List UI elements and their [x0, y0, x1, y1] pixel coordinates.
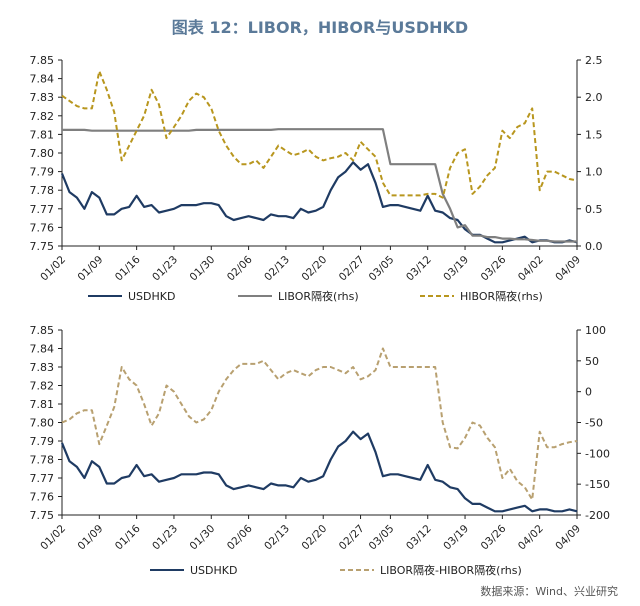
- right-y-tick-label: 0: [585, 386, 592, 399]
- left-y-tick-label: 7.79: [30, 435, 55, 448]
- left-y-tick-label: 7.79: [30, 166, 55, 179]
- left-y-tick-label: 7.81: [30, 398, 55, 411]
- x-tick-label: 03/12: [404, 523, 434, 553]
- left-y-tick-label: 7.80: [30, 147, 55, 160]
- left-y-tick-label: 7.85: [30, 324, 55, 337]
- left-y-tick-label: 7.76: [30, 491, 55, 504]
- legend-label: USDHKD: [128, 290, 175, 303]
- x-tick-label: 03/26: [479, 522, 509, 552]
- series-line-usdhkd: [60, 161, 578, 244]
- x-tick-label: 03/26: [479, 253, 509, 283]
- x-tick-label: 02/06: [225, 253, 255, 283]
- left-y-tick-label: 7.83: [30, 361, 55, 374]
- right-y-tick-label: 100: [585, 324, 606, 337]
- x-tick-label: 03/05: [367, 523, 397, 553]
- x-tick-label: 04/09: [553, 523, 583, 553]
- left-y-tick-label: 7.81: [30, 128, 55, 141]
- right-y-tick-label: 0.0: [585, 240, 603, 253]
- right-y-tick-label: 50: [585, 355, 599, 368]
- series-line-libor-rhs: [62, 128, 577, 243]
- chart-panel-1: 7.75 7.76 7.77 7.78 7.79 7.80 7.81 7.82 7.83 7.84…: [30, 54, 603, 303]
- left-y-tick-label: 7.84: [30, 73, 55, 86]
- legend-label: LIBOR隔夜(rhs): [278, 289, 359, 303]
- right-y-tick-label: 1.5: [585, 128, 603, 141]
- x-tick-label: 02/13: [262, 523, 292, 553]
- chart-panel-2: 7.75 7.76 7.77 7.78 7.79 7.80 7.81 7.82 7.83 7.84…: [30, 324, 610, 577]
- legend-label: HIBOR隔夜(rhs): [460, 289, 543, 303]
- x-tick-label: 04/02: [516, 254, 546, 284]
- right-y-tick-label: -200: [585, 509, 610, 522]
- x-tick-label: 02/13: [262, 254, 292, 284]
- x-tick-label: 01/23: [150, 254, 180, 284]
- x-tick-label: 03/12: [404, 254, 434, 284]
- x-tick-label: 03/05: [367, 254, 397, 284]
- series-line-usdhkd: [60, 430, 578, 513]
- left-y-tick-label: 7.76: [30, 221, 55, 234]
- x-tick-label: 02/20: [299, 254, 329, 284]
- left-y-tick-label: 7.84: [30, 343, 55, 356]
- legend-label: LIBOR隔夜-HIBOR隔夜(rhs): [380, 563, 522, 577]
- right-y-tick-label: 0.5: [585, 203, 603, 216]
- left-y-tick-label: 7.85: [30, 54, 55, 67]
- series-line-libor-hibor-rhs: [61, 347, 578, 501]
- right-y-tick-label: 2.0: [585, 91, 603, 104]
- left-y-tick-label: 7.78: [30, 454, 55, 467]
- x-tick-label: 02/27: [337, 523, 367, 553]
- left-y-tick-label: 7.75: [30, 240, 55, 253]
- source-note: 数据来源：Wind、兴业研究: [480, 585, 618, 598]
- series-line-hibor-rhs: [61, 70, 578, 199]
- right-y-tick-label: -100: [585, 447, 610, 460]
- left-y-tick-label: 7.75: [30, 509, 55, 522]
- left-y-tick-label: 7.80: [30, 417, 55, 430]
- x-tick-label: 01/16: [113, 522, 143, 552]
- x-tick-label: 04/02: [516, 523, 546, 553]
- x-tick-label: 03/19: [441, 254, 471, 284]
- x-tick-label: 01/02: [38, 523, 68, 553]
- right-y-tick-label: 2.5: [585, 54, 603, 67]
- legend-label: USDHKD: [190, 564, 237, 577]
- left-y-tick-label: 7.77: [30, 472, 55, 485]
- left-y-tick-label: 7.77: [30, 203, 55, 216]
- x-tick-label: 02/27: [337, 254, 367, 284]
- x-tick-label: 01/30: [188, 523, 218, 553]
- x-tick-label: 01/09: [76, 254, 106, 284]
- right-y-tick-label: -50: [585, 417, 603, 430]
- right-y-tick-label: 1.0: [585, 166, 603, 179]
- left-y-tick-label: 7.82: [30, 380, 55, 393]
- x-tick-label: 02/20: [299, 523, 329, 553]
- x-tick-label: 01/16: [113, 253, 143, 283]
- right-y-tick-label: -150: [585, 478, 610, 491]
- left-y-tick-label: 7.82: [30, 110, 55, 123]
- chart-title: 图表 12：LIBOR，HIBOR与USDHKD: [171, 18, 469, 37]
- x-tick-label: 01/23: [150, 523, 180, 553]
- x-tick-label: 01/30: [188, 254, 218, 284]
- x-tick-label: 04/09: [553, 254, 583, 284]
- left-y-tick-label: 7.83: [30, 91, 55, 104]
- x-tick-label: 01/02: [38, 254, 68, 284]
- x-tick-label: 02/06: [225, 522, 255, 552]
- x-tick-label: 03/19: [441, 523, 471, 553]
- x-tick-label: 01/09: [76, 523, 106, 553]
- left-y-tick-label: 7.78: [30, 184, 55, 197]
